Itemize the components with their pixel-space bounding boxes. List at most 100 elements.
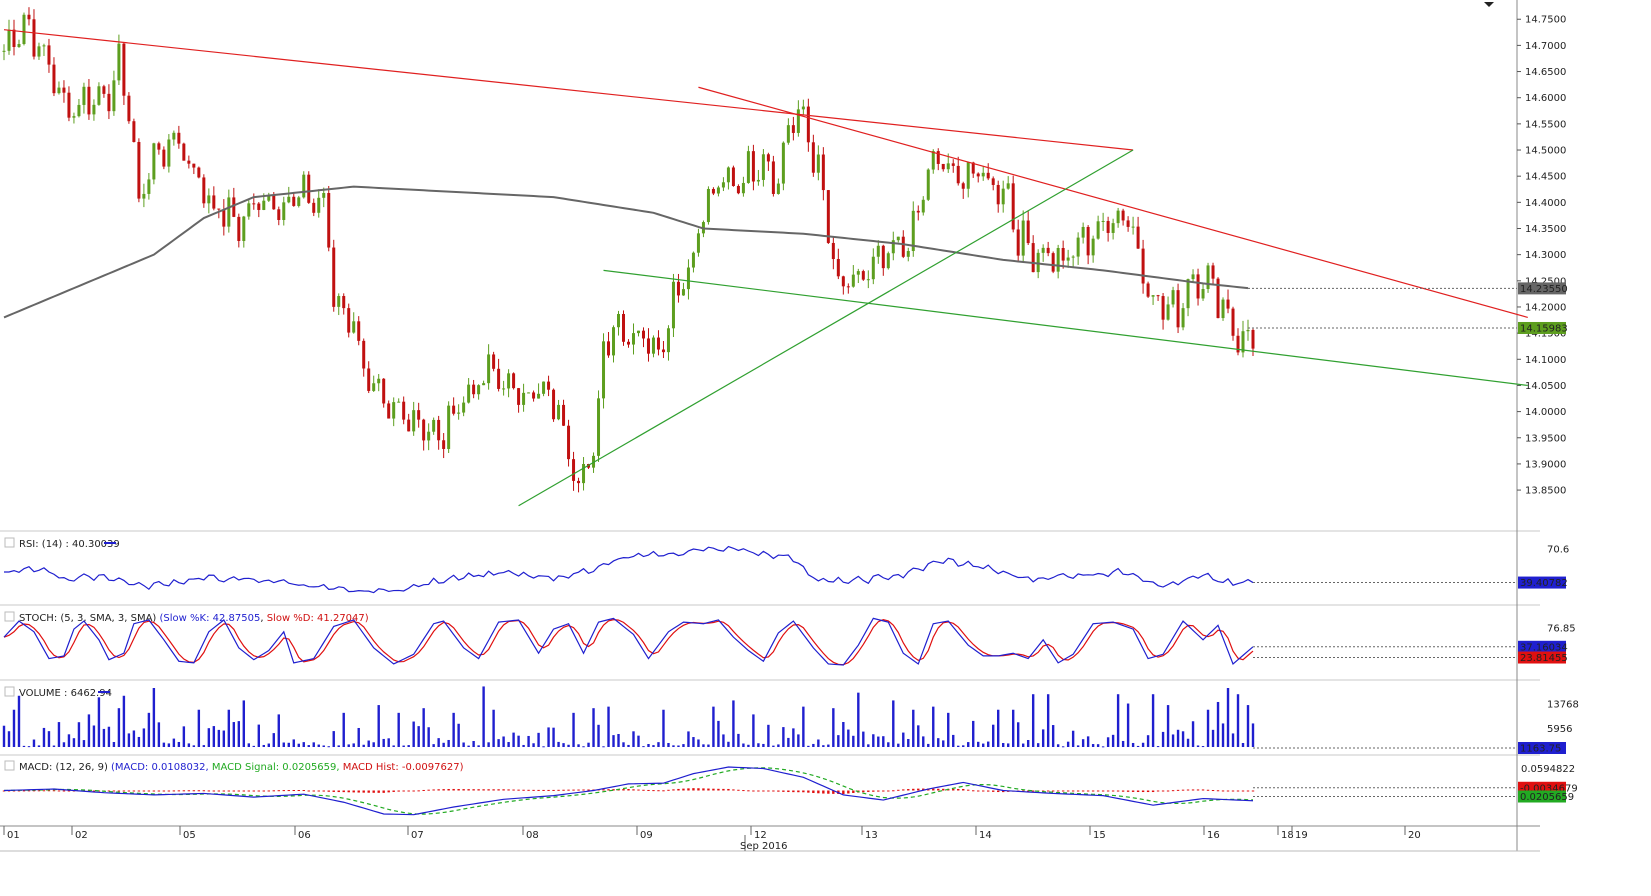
trendline-green[interactable] — [518, 149, 1134, 507]
volume-bar — [872, 734, 875, 747]
candle-body — [497, 368, 501, 389]
macd-hist-bar — [327, 790, 330, 792]
candle-body — [52, 64, 56, 94]
x-day-label: 19 — [1295, 830, 1308, 841]
macd-hist-bar — [627, 789, 630, 791]
macd-hist-bar — [502, 789, 505, 791]
volume-bar — [597, 724, 600, 747]
volume-bar — [912, 709, 915, 747]
volume-bar — [377, 705, 380, 747]
stoch-title-part: STOCH: (5, 3, SMA, 3, SMA) — [19, 613, 160, 624]
macd-hist-bar — [492, 789, 495, 791]
macd-hist-bar — [667, 789, 670, 791]
macd-hist-bar — [1161, 790, 1165, 792]
volume-bar — [757, 743, 760, 747]
panel-toggle-icon[interactable] — [4, 611, 15, 622]
candle-body — [552, 389, 556, 420]
macd-hist-bar — [1156, 790, 1160, 792]
macd-hist-bar — [522, 789, 525, 791]
macd-hist-bar — [412, 790, 415, 792]
volume-bar — [727, 741, 730, 747]
volume-bar — [1006, 743, 1010, 747]
volume-bar — [477, 745, 480, 747]
x-day-label: 20 — [1408, 830, 1421, 841]
volume-bar — [1096, 744, 1100, 747]
candle-body — [826, 190, 830, 243]
volume-bar — [517, 735, 520, 747]
volume-bar — [147, 712, 151, 747]
volume-bar — [632, 731, 635, 747]
volume-bar — [47, 731, 51, 747]
macd-hist-bar — [582, 789, 585, 791]
macd-hist-bar — [67, 790, 71, 792]
volume-bar — [867, 744, 870, 747]
volume-bar — [547, 727, 550, 747]
volume-bar — [987, 741, 990, 747]
volume-bar — [697, 739, 700, 747]
volume-bar — [677, 745, 680, 747]
price-y-tick-label: 14.6000 — [1525, 93, 1566, 104]
volume-bar — [1146, 735, 1150, 747]
macd-signal-line — [3, 767, 1254, 815]
trendline-red[interactable] — [698, 86, 1528, 319]
volume-bar — [122, 695, 126, 747]
stoch-title: STOCH: (5, 3, SMA, 3, SMA) (Slow %K: 42.… — [19, 613, 369, 624]
x-day-label: 06 — [298, 830, 311, 841]
panel-toggle-icon[interactable] — [4, 537, 15, 548]
macd-hist-bar — [1181, 789, 1185, 791]
macd-hist-bar — [407, 790, 410, 792]
macd-hist-bar — [317, 790, 320, 792]
macd-hist-bar — [487, 789, 490, 791]
macd-hist-bar — [57, 790, 61, 792]
trendline-green[interactable] — [603, 269, 1528, 387]
volume-bar — [127, 733, 131, 747]
volume-bar — [467, 745, 470, 747]
candle-body — [462, 402, 466, 413]
trendline-red[interactable] — [3, 29, 1134, 151]
volume-bar — [312, 742, 315, 747]
macd-hist-bar — [127, 790, 131, 792]
volume-bar — [1166, 705, 1170, 747]
candle-body — [232, 197, 236, 217]
panel-toggle-icon[interactable] — [4, 686, 15, 697]
candle-body — [402, 401, 406, 420]
candle-body — [676, 281, 680, 296]
candle-body — [941, 163, 945, 170]
candle-body — [836, 259, 840, 277]
candle-body — [162, 149, 166, 167]
candle-body — [7, 29, 11, 51]
candle-body — [27, 14, 31, 20]
candle-body — [302, 174, 306, 198]
panel-toggle-icon[interactable] — [4, 760, 15, 771]
macd-line — [3, 766, 1254, 816]
volume-bar — [332, 731, 335, 747]
volume-bar — [637, 735, 640, 747]
price-y-tick-label: 14.4500 — [1525, 172, 1566, 183]
macd-hist-bar — [2, 790, 6, 792]
macd-hist-bar — [227, 790, 231, 792]
candle-body — [47, 45, 51, 65]
macd-hist-bar — [807, 790, 810, 793]
volume-bar — [27, 746, 31, 748]
volume-bar — [357, 727, 360, 747]
macd-hist-bar — [1201, 789, 1205, 791]
macd-hist-bar — [812, 790, 815, 793]
macd-hist-bar — [1116, 790, 1120, 792]
candle-body — [781, 142, 785, 184]
macd-hist-bar — [1101, 790, 1105, 792]
macd-hist-bar — [232, 790, 236, 792]
volume-bar — [337, 745, 340, 747]
volume-bar — [1041, 729, 1045, 747]
volume-bar — [1171, 734, 1175, 747]
candle-body — [242, 216, 246, 241]
macd-hist-bar — [292, 790, 295, 792]
collapse-arrow-icon[interactable] — [1484, 2, 1494, 7]
macd-title: MACD: (12, 26, 9) (MACD: 0.0108032, MACD… — [19, 762, 464, 773]
volume-bar — [327, 746, 330, 748]
candle-body — [137, 141, 141, 199]
volume-bar — [1131, 742, 1135, 747]
candle-body — [896, 236, 900, 241]
candle-body — [1051, 253, 1055, 272]
volume-bar — [962, 745, 965, 747]
